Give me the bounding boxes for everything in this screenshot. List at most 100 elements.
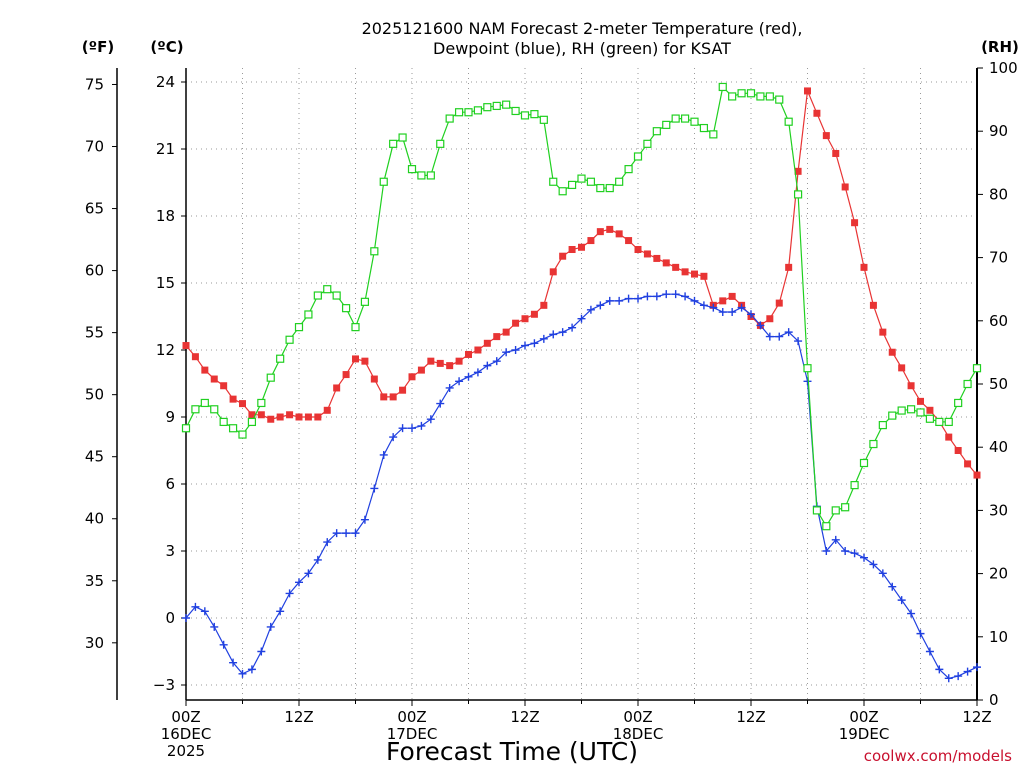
rh-point — [775, 95, 784, 104]
temperature-point — [257, 411, 265, 419]
dewpoint-point — [257, 647, 266, 656]
rh-point — [624, 165, 633, 174]
x-axis-label: Forecast Time (UTC) — [386, 737, 638, 766]
dewpoint-point — [671, 290, 680, 299]
dewpoint-point — [925, 647, 934, 656]
rh-point — [690, 117, 699, 126]
dewpoint-point — [596, 301, 605, 310]
rh-point — [379, 177, 388, 186]
rh-point — [831, 506, 840, 515]
rh-line — [185, 85, 978, 528]
rh-point — [549, 177, 558, 186]
temperature-point — [399, 386, 407, 394]
dewpoint-point — [916, 629, 925, 638]
fahrenheit-tick-label: 65 — [85, 200, 104, 218]
dewpoint-point — [492, 357, 501, 366]
rh-point — [671, 114, 680, 123]
rh-point — [662, 120, 671, 129]
rh-point — [954, 398, 963, 408]
rh-point — [445, 114, 454, 123]
celsius-tick-label: 21 — [156, 140, 175, 158]
fahrenheit-unit-label: (ºF) — [82, 38, 114, 56]
temperature-point — [502, 328, 510, 336]
dewpoint-point — [850, 549, 859, 558]
dewpoint-point — [841, 547, 850, 555]
dewpoint-point — [530, 339, 539, 348]
rh-tick-label: 0 — [989, 691, 999, 709]
dewpoint-point — [549, 330, 558, 339]
rh-point — [756, 92, 765, 101]
x-tick-label: 00Z — [397, 708, 426, 726]
dewpoint-point — [182, 614, 190, 622]
rh-point — [869, 439, 878, 449]
temperature-point — [568, 246, 576, 253]
dewpoint-point — [615, 296, 624, 305]
temperature-point — [465, 350, 472, 358]
rh-point — [963, 379, 972, 389]
rh-point — [492, 101, 501, 111]
temperature-point — [587, 237, 595, 245]
rh-point — [718, 82, 727, 92]
temperature-point — [917, 397, 924, 405]
temperature-point — [615, 230, 623, 238]
dewpoint-point — [464, 372, 473, 381]
rh-point — [615, 177, 624, 186]
dewpoint-point — [266, 622, 275, 631]
rh-point — [219, 417, 228, 427]
temperature-point — [794, 167, 802, 175]
rh-point — [426, 171, 435, 180]
rh-point — [228, 424, 238, 433]
dewpoint-point — [935, 665, 944, 674]
x-tick-label: 16DEC — [161, 725, 212, 743]
temperature-point — [361, 357, 369, 365]
temperature-point — [408, 373, 416, 381]
dewpoint-point — [342, 529, 351, 538]
temperature-point — [813, 109, 821, 117]
dewpoint-point — [473, 368, 482, 377]
rh-point — [520, 111, 530, 120]
dewpoint-point — [662, 290, 671, 299]
rh-point — [643, 139, 652, 148]
dewpoint-point — [276, 607, 285, 616]
dewpoint-point — [370, 484, 379, 493]
rh-tick-label: 60 — [989, 312, 1008, 330]
temperature-point — [474, 346, 482, 354]
temperature-point — [596, 228, 604, 236]
temperature-point — [625, 237, 633, 245]
fahrenheit-tick-label: 70 — [85, 138, 104, 156]
rh-point — [803, 364, 812, 373]
rh-point — [906, 405, 916, 414]
temperature-point — [775, 299, 783, 307]
rh-point — [304, 310, 313, 319]
temperature-point — [926, 406, 934, 414]
dewpoint-point — [643, 292, 652, 301]
dewpoint-point — [794, 337, 803, 346]
temperature-point — [493, 333, 501, 341]
dewpoint-point — [634, 294, 642, 303]
temperature-point — [182, 342, 190, 350]
dewpoint-point — [389, 433, 398, 442]
rh-point — [181, 424, 191, 433]
temperature-point — [964, 460, 972, 468]
x-tick-label: 12Z — [284, 708, 313, 726]
temperature-point — [333, 384, 341, 392]
dewpoint-point — [511, 346, 520, 354]
temperature-point — [634, 246, 642, 253]
temperature-point — [672, 263, 680, 271]
temperature-point — [653, 254, 661, 262]
dewpoint-point — [455, 377, 464, 386]
rh-point — [257, 398, 266, 408]
rh-point — [925, 414, 935, 423]
dewpoint-point — [709, 303, 718, 312]
rh-point — [511, 106, 520, 116]
rh-point — [652, 127, 661, 136]
rh-unit-label: (RH) — [981, 38, 1019, 56]
temperature-point — [898, 364, 906, 372]
dewpoint-point — [973, 663, 981, 672]
temperature-point — [276, 413, 284, 421]
x-tick-label: 00Z — [171, 708, 200, 726]
rh-tick-label: 90 — [989, 122, 1008, 140]
temperature-point — [832, 149, 840, 157]
rh-point — [709, 130, 718, 139]
